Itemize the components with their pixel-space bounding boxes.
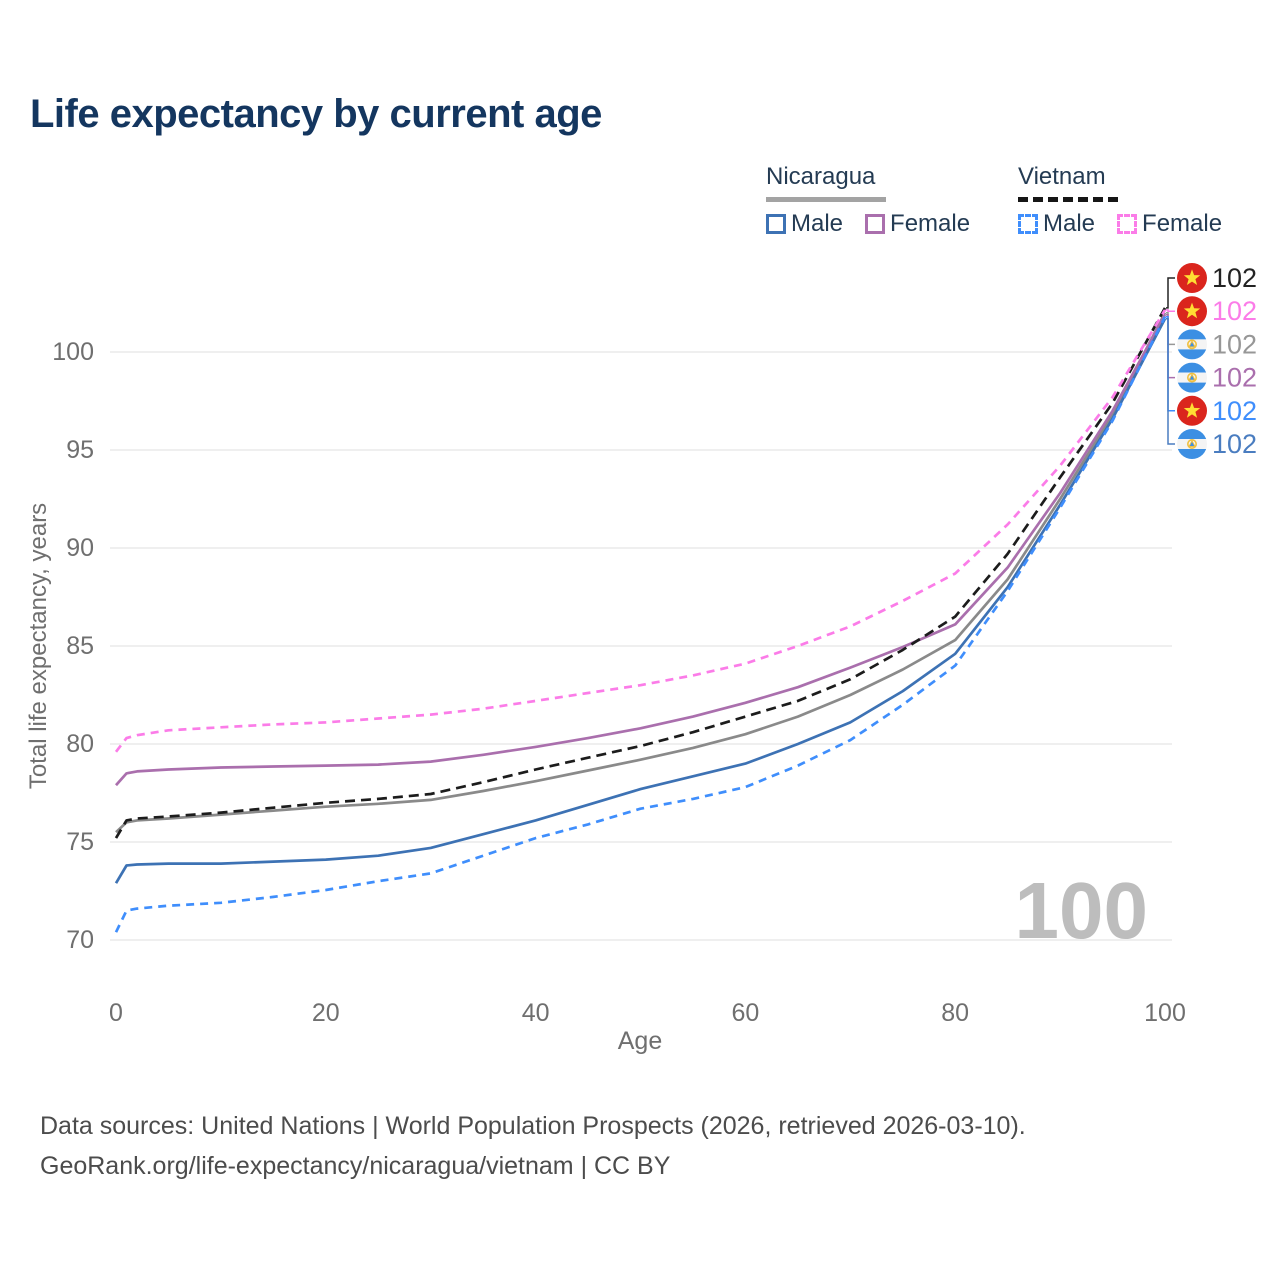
- legend-group-vietnam: Vietnam Male Female: [1018, 163, 1222, 238]
- legend-label: Female: [1142, 210, 1223, 237]
- legend-item-vietnam-female[interactable]: Female: [1117, 210, 1222, 238]
- end-label-value: 102: [1212, 263, 1257, 293]
- x-axis-title: Age: [618, 1027, 662, 1055]
- nicaragua-flag-icon: [1177, 329, 1207, 360]
- series-line-vn_female: [114, 309, 1167, 753]
- end-label-ni_total: 102: [1177, 329, 1257, 360]
- nicaragua-line-style-swatch: [766, 197, 886, 202]
- y-tick-label: 95: [66, 436, 94, 464]
- legend-country-nicaragua: Nicaragua: [766, 163, 876, 190]
- x-tick-label: 80: [941, 999, 969, 1027]
- page-title: Life expectancy by current age: [30, 92, 602, 136]
- y-tick-label: 75: [66, 828, 94, 856]
- end-label-vn_female: 102: [1177, 296, 1257, 327]
- end-label-vn_male: 102: [1177, 395, 1257, 426]
- footer: Data sources: United Nations | World Pop…: [40, 1106, 1026, 1186]
- vietnam-flag-icon: [1177, 263, 1207, 293]
- vietnam-flag-icon: [1177, 296, 1207, 327]
- legend-country-vietnam: Vietnam: [1018, 163, 1106, 190]
- age-watermark: 100: [1015, 866, 1148, 955]
- nicaragua-flag-icon: [1177, 362, 1207, 393]
- x-tick-label: 40: [522, 999, 550, 1027]
- nicaragua-flag-icon: [1177, 429, 1207, 459]
- end-label-value: 102: [1212, 396, 1257, 426]
- series-line-ni_total: [115, 312, 1167, 834]
- legend-item-vietnam-male[interactable]: Male: [1018, 210, 1095, 238]
- legend-label: Female: [890, 210, 971, 237]
- vietnam-female-swatch-icon: [1117, 214, 1138, 234]
- x-tick-label: 100: [1144, 999, 1186, 1027]
- x-tick-label: 0: [109, 999, 123, 1027]
- y-tick-label: 90: [66, 534, 94, 562]
- y-tick-label: 80: [66, 730, 94, 758]
- y-axis-title: Total life expectancy, years: [25, 503, 52, 789]
- series-line-ni_male: [114, 318, 1167, 884]
- x-tick-label: 20: [312, 999, 340, 1027]
- series-line-ni_female: [114, 314, 1167, 787]
- end-label-value: 102: [1212, 363, 1257, 393]
- end-label-ni_female: 102: [1177, 362, 1257, 393]
- end-label-leader: [1166, 317, 1175, 445]
- end-label-leader: [1166, 277, 1175, 309]
- series-line-vn_male: [114, 316, 1167, 933]
- nicaragua-male-swatch-icon: [766, 214, 786, 234]
- legend-label: Male: [791, 210, 844, 237]
- footer-data-sources: Data sources: United Nations | World Pop…: [40, 1112, 1026, 1140]
- y-tick-label: 70: [66, 926, 94, 954]
- end-label-value: 102: [1212, 429, 1257, 459]
- end-label-ni_male: 102: [1177, 429, 1257, 459]
- end-label-vn_total: 102: [1177, 263, 1257, 293]
- end-label-value: 102: [1212, 329, 1257, 359]
- footer-attribution: GeoRank.org/life-expectancy/nicaragua/vi…: [40, 1152, 671, 1180]
- vietnam-male-swatch-icon: [1018, 214, 1038, 234]
- legend-item-nicaragua-female[interactable]: Female: [865, 210, 970, 238]
- end-label-value: 102: [1212, 296, 1257, 326]
- legend-item-nicaragua-male[interactable]: Male: [766, 210, 843, 238]
- x-tick-label: 60: [731, 999, 759, 1027]
- legend-label: Male: [1043, 210, 1096, 237]
- legend-group-nicaragua: Nicaragua Male Female: [766, 163, 970, 238]
- vietnam-flag-icon: [1177, 395, 1207, 426]
- vietnam-line-style-swatch: [1018, 197, 1118, 202]
- nicaragua-female-swatch-icon: [865, 214, 886, 234]
- end-label-leader: [1166, 309, 1175, 312]
- y-tick-label: 100: [52, 338, 94, 366]
- series-line-vn_total: [114, 307, 1167, 839]
- y-tick-label: 85: [66, 632, 94, 660]
